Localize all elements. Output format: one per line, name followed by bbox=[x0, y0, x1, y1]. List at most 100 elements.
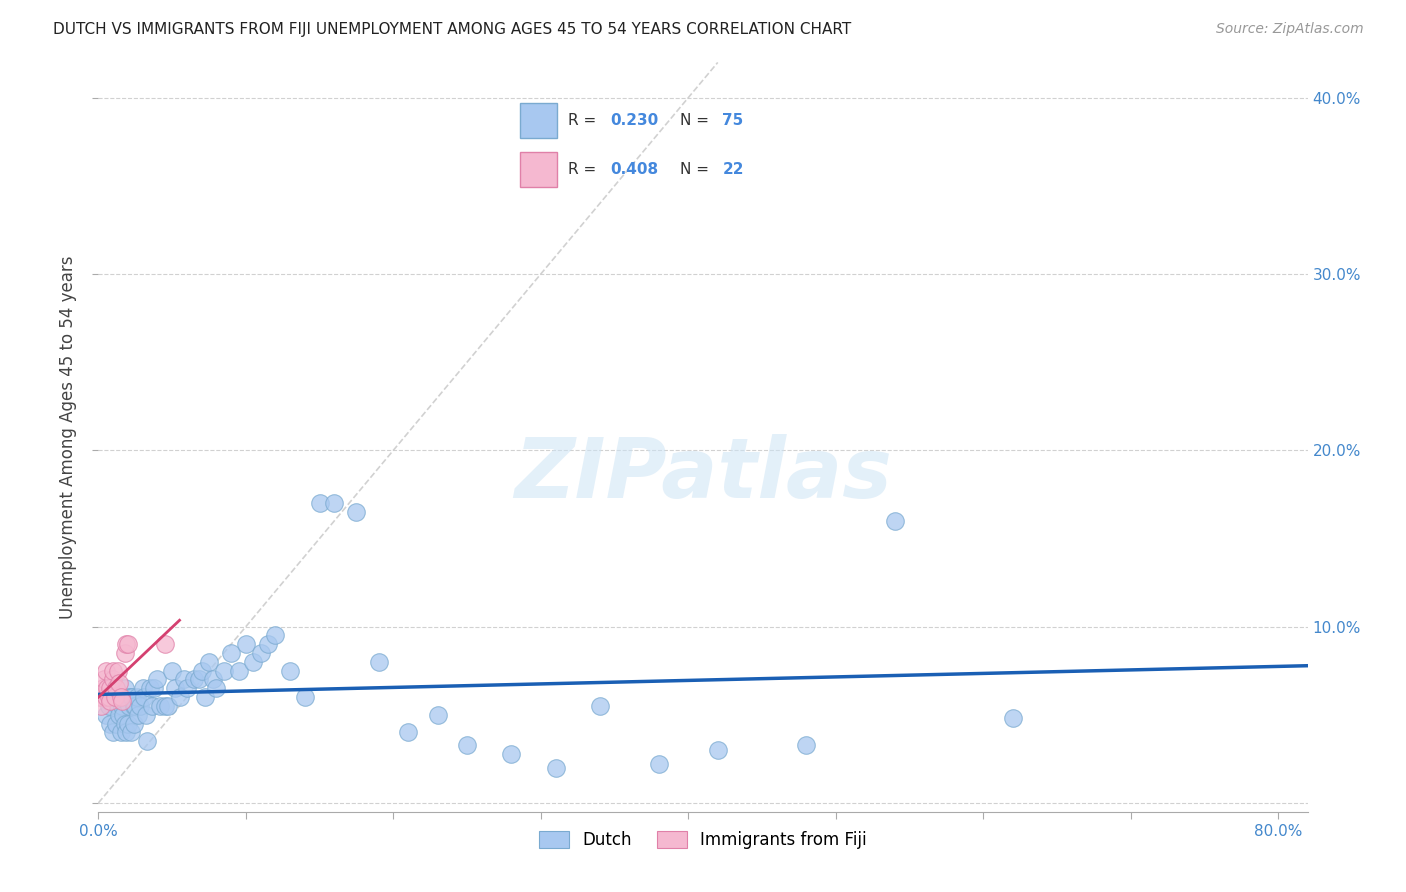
Point bbox=[883, 514, 905, 528]
Point bbox=[122, 698, 145, 713]
Point bbox=[105, 716, 128, 731]
Point bbox=[127, 707, 149, 722]
Point bbox=[104, 690, 127, 705]
Point bbox=[90, 698, 112, 713]
Point bbox=[107, 698, 129, 713]
Point bbox=[118, 698, 141, 713]
Point bbox=[396, 725, 419, 739]
Point bbox=[120, 725, 142, 739]
Point bbox=[219, 646, 242, 660]
Point bbox=[205, 681, 228, 696]
Point bbox=[101, 690, 124, 705]
Point bbox=[706, 743, 728, 757]
Point bbox=[346, 505, 368, 519]
Point bbox=[648, 757, 671, 772]
Point bbox=[589, 698, 612, 713]
Point bbox=[115, 725, 138, 739]
Point bbox=[165, 681, 187, 696]
Point bbox=[173, 673, 195, 687]
Point bbox=[117, 716, 139, 731]
Point bbox=[153, 637, 176, 651]
Point bbox=[183, 673, 205, 687]
Point bbox=[105, 681, 128, 696]
Point bbox=[143, 681, 166, 696]
Point bbox=[122, 716, 145, 731]
Point bbox=[115, 637, 138, 651]
Point bbox=[139, 681, 162, 696]
Point bbox=[141, 698, 163, 713]
Text: Source: ZipAtlas.com: Source: ZipAtlas.com bbox=[1216, 22, 1364, 37]
Text: ZIPatlas: ZIPatlas bbox=[515, 434, 891, 515]
Point bbox=[111, 693, 134, 707]
Point bbox=[228, 664, 250, 678]
Point bbox=[114, 681, 136, 696]
Point bbox=[257, 637, 280, 651]
Point bbox=[794, 738, 817, 752]
Point bbox=[544, 761, 567, 775]
Point bbox=[124, 698, 146, 713]
Point bbox=[323, 496, 346, 510]
Point bbox=[114, 646, 136, 660]
Point bbox=[249, 646, 271, 660]
Point bbox=[121, 690, 143, 705]
Point bbox=[94, 690, 117, 705]
Point bbox=[278, 664, 301, 678]
Point bbox=[96, 681, 118, 696]
Point bbox=[101, 673, 124, 687]
Point bbox=[187, 673, 209, 687]
Point bbox=[134, 690, 156, 705]
Point bbox=[169, 690, 191, 705]
Point bbox=[98, 716, 121, 731]
Point bbox=[107, 664, 129, 678]
Point bbox=[108, 676, 131, 690]
Point bbox=[367, 655, 389, 669]
Point bbox=[308, 496, 330, 510]
Point bbox=[125, 690, 148, 705]
Point bbox=[91, 681, 114, 696]
Point bbox=[108, 707, 131, 722]
Point bbox=[501, 747, 523, 761]
Point bbox=[111, 698, 134, 713]
Point bbox=[294, 690, 316, 705]
Point bbox=[94, 664, 117, 678]
Point bbox=[235, 637, 257, 651]
Point bbox=[110, 690, 132, 705]
Point bbox=[114, 716, 136, 731]
Legend: Dutch, Immigrants from Fiji: Dutch, Immigrants from Fiji bbox=[533, 824, 873, 855]
Point bbox=[426, 707, 449, 722]
Point bbox=[194, 690, 217, 705]
Point bbox=[198, 655, 221, 669]
Point bbox=[456, 738, 478, 752]
Point bbox=[110, 690, 132, 705]
Y-axis label: Unemployment Among Ages 45 to 54 years: Unemployment Among Ages 45 to 54 years bbox=[59, 255, 77, 619]
Point bbox=[131, 681, 153, 696]
Point bbox=[135, 707, 157, 722]
Point bbox=[160, 664, 183, 678]
Point bbox=[136, 734, 159, 748]
Point bbox=[97, 690, 120, 705]
Point bbox=[156, 698, 179, 713]
Point bbox=[98, 693, 121, 707]
Point bbox=[149, 698, 172, 713]
Point bbox=[110, 725, 132, 739]
Text: DUTCH VS IMMIGRANTS FROM FIJI UNEMPLOYMENT AMONG AGES 45 TO 54 YEARS CORRELATION: DUTCH VS IMMIGRANTS FROM FIJI UNEMPLOYME… bbox=[53, 22, 852, 37]
Point bbox=[112, 707, 135, 722]
Point bbox=[212, 664, 235, 678]
Point bbox=[98, 681, 121, 696]
Point bbox=[202, 673, 225, 687]
Point bbox=[1001, 711, 1024, 725]
Point bbox=[242, 655, 264, 669]
Point bbox=[93, 673, 115, 687]
Point bbox=[101, 664, 124, 678]
Point bbox=[97, 698, 120, 713]
Point bbox=[101, 725, 124, 739]
Point bbox=[89, 690, 111, 705]
Point bbox=[117, 637, 139, 651]
Point bbox=[153, 698, 176, 713]
Point bbox=[264, 628, 287, 642]
Point bbox=[190, 664, 212, 678]
Point bbox=[176, 681, 198, 696]
Point bbox=[94, 707, 117, 722]
Point bbox=[128, 698, 150, 713]
Point bbox=[120, 690, 142, 705]
